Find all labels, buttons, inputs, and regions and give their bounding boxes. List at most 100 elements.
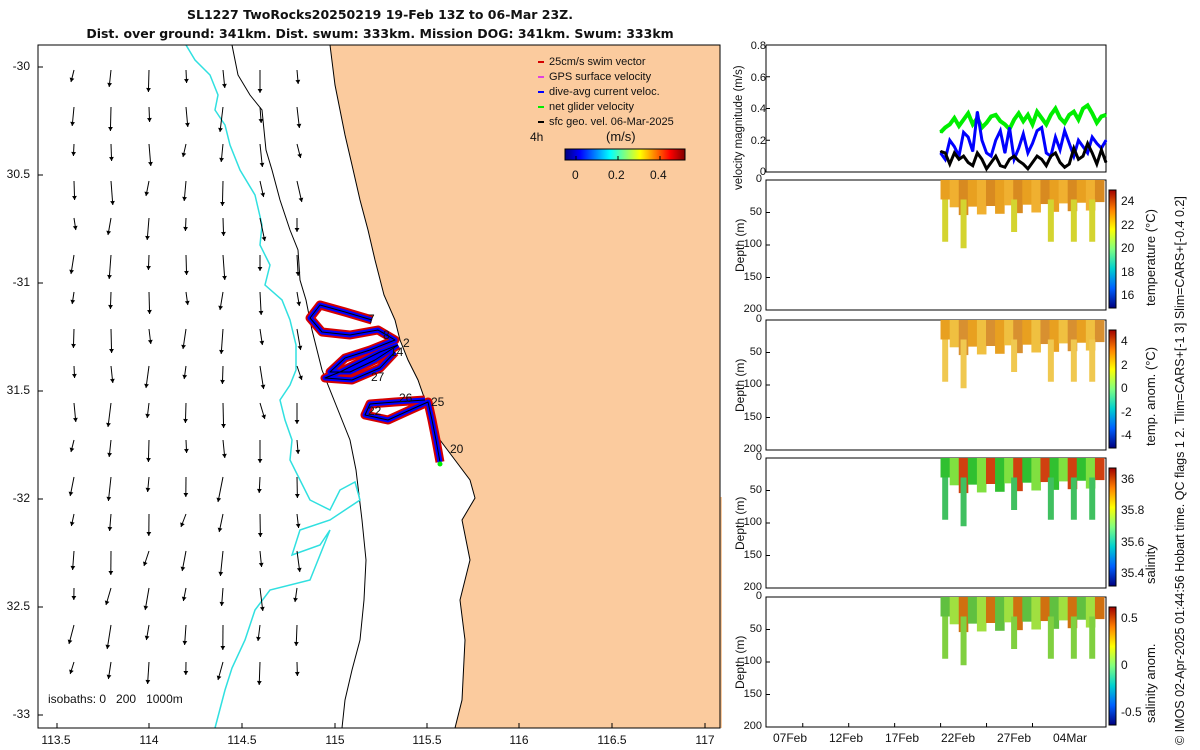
geo-velocity-arrow — [258, 291, 264, 316]
geo-velocity-arrow — [222, 69, 227, 89]
profile-field — [985, 597, 996, 623]
geo-velocity-arrow — [220, 180, 225, 207]
colorbar-label: salinity — [1143, 544, 1158, 584]
arrow-head — [72, 225, 78, 230]
velocity-point — [1017, 160, 1020, 162]
arrow-shaft — [221, 180, 224, 207]
arrow-head — [70, 565, 76, 570]
colorbar-tick: 0 — [1121, 658, 1128, 672]
geo-velocity-arrow — [256, 624, 261, 642]
deep-profile — [1047, 477, 1054, 520]
velocity-point — [1022, 163, 1025, 165]
track-day-label: 20 — [450, 442, 464, 456]
arrow-head — [106, 496, 112, 501]
velocity-point — [948, 123, 951, 126]
speed-colorbar-tick: 0.2 — [608, 168, 625, 182]
profile-field — [940, 180, 951, 200]
depth-colorbar-salinity — [1108, 467, 1117, 587]
depth-y-tick: 100 — [743, 238, 762, 250]
map-y-tick: 32.5 — [6, 599, 30, 613]
arrow-head — [257, 89, 263, 93]
arrow-head — [256, 680, 262, 685]
geo-velocity-arrow — [259, 143, 265, 168]
profile-field — [976, 597, 987, 632]
velocity-point — [948, 139, 951, 142]
velocity-point — [1008, 158, 1011, 161]
arrow-head — [216, 497, 222, 502]
arrow-head — [219, 601, 225, 606]
geo-velocity-arrow — [106, 661, 112, 680]
geo-velocity-arrow — [222, 254, 227, 281]
track-day-label: 26 — [399, 391, 413, 405]
profile-field — [958, 597, 969, 633]
profile-field — [976, 320, 987, 355]
arrow-head — [222, 275, 227, 280]
geo-velocity-arrow — [183, 217, 188, 232]
velocity-point — [985, 121, 988, 124]
track-day-label: 25 — [431, 395, 445, 409]
arrow-shaft — [222, 254, 226, 281]
geo-velocity-arrow — [145, 661, 151, 685]
colorbar-label: salinity anom. — [1143, 643, 1158, 723]
depth-y-tick: 200 — [743, 303, 762, 315]
geo-velocity-arrow — [106, 476, 112, 502]
geo-velocity-arrow — [293, 587, 298, 603]
profile-field — [1013, 180, 1023, 214]
velocity-point — [1096, 163, 1098, 165]
arrow-head — [257, 267, 263, 271]
arrow-head — [147, 117, 152, 122]
profile-field — [1085, 180, 1096, 211]
isobaths-label: isobaths: 0 200 1000m — [48, 692, 183, 706]
depth-y-tick: 100 — [743, 655, 762, 667]
geo-velocity-arrow — [146, 254, 151, 271]
arrow-head — [146, 457, 151, 462]
velocity-point — [1091, 112, 1094, 115]
arrow-head — [259, 162, 265, 167]
geo-velocity-arrow — [69, 69, 75, 83]
colorbar-tick: 0.5 — [1121, 611, 1138, 625]
profile-field — [958, 320, 969, 356]
velocity-point — [1008, 126, 1011, 129]
velocity-point — [1054, 107, 1057, 110]
profile-field — [1058, 320, 1069, 344]
arrow-head — [293, 641, 299, 646]
geo-velocity-arrow — [296, 550, 302, 573]
velocity-point — [1017, 147, 1020, 149]
geo-velocity-arrow — [143, 587, 150, 611]
velocity-point — [1050, 114, 1052, 116]
arrow-head — [142, 561, 148, 566]
velocity-point — [985, 168, 988, 170]
geo-velocity-arrow — [256, 661, 262, 686]
arrow-head — [256, 636, 261, 641]
arrow-head — [298, 197, 304, 202]
geo-velocity-arrow — [70, 550, 76, 571]
geo-velocity-arrow — [296, 291, 302, 307]
geo-velocity-arrow — [69, 661, 75, 675]
colorbar-label: temp. anom. (°C) — [1143, 346, 1158, 446]
velocity-point — [1045, 123, 1048, 126]
velocity-point — [1059, 117, 1061, 119]
arrow-head — [143, 605, 149, 610]
velocity-point — [1073, 147, 1075, 149]
colorbar-tick: 16 — [1121, 288, 1135, 302]
geo-velocity-arrow — [106, 402, 112, 428]
speed-colorbar-tick: 0 — [572, 168, 579, 182]
arrow-head — [258, 562, 264, 567]
time-x-tick: 22Feb — [940, 731, 976, 745]
geo-velocity-arrow — [180, 550, 187, 572]
velocity-point — [1050, 155, 1052, 157]
profile-field — [1031, 180, 1041, 213]
velocity-point — [981, 126, 983, 129]
arrow-head — [294, 228, 300, 232]
arrow-head — [182, 196, 187, 201]
glider-track — [324, 344, 399, 381]
profile-field — [985, 320, 996, 346]
velocity-point — [948, 163, 951, 165]
velocity-point — [971, 164, 974, 167]
velocity-point — [962, 118, 965, 121]
land-area — [700, 497, 722, 728]
velocity-y-tick: 0.2 — [750, 135, 766, 147]
velocity-y-tick: 0.6 — [750, 72, 766, 84]
arrow-head — [106, 422, 111, 427]
colorbar-tick: 35.8 — [1121, 503, 1145, 518]
